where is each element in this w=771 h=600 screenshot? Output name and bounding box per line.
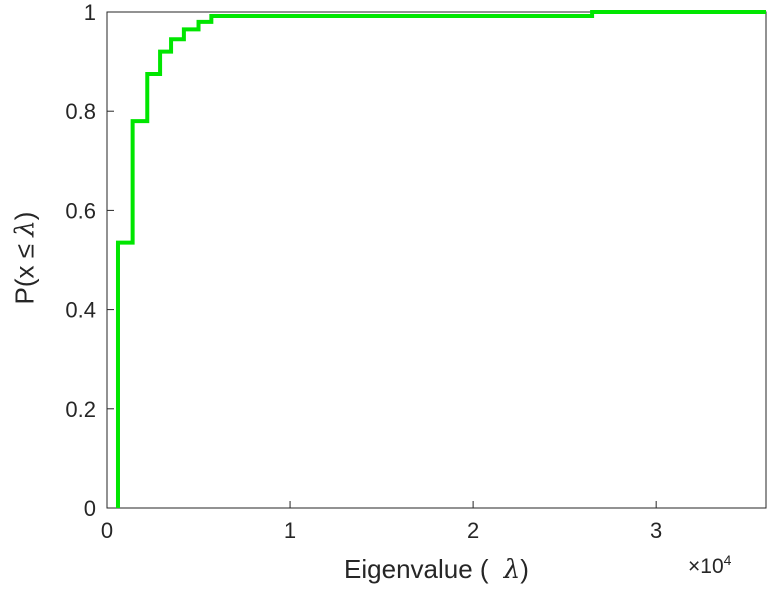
x-axis-label: Eigenvalue ( λ): [107, 554, 766, 585]
y-axis-label: P(x ≤ λ): [10, 212, 41, 305]
x-tick-label: 0: [101, 518, 113, 543]
y-tick-label: 0: [84, 496, 96, 521]
x-axis-exponent-label: ×104: [688, 552, 731, 579]
exponent-base: ×10: [688, 555, 724, 578]
plot-box: [106, 11, 767, 509]
y-axis-label-close: ): [9, 211, 40, 221]
y-tick-label: 0.8: [65, 99, 96, 124]
x-axis-label-close: ): [520, 554, 529, 584]
x-axis-label-text: Eigenvalue (: [344, 554, 496, 584]
x-tick-label: 1: [284, 518, 296, 543]
y-axis-label-text: P(x ≤: [9, 236, 40, 305]
lambda-symbol: λ: [503, 555, 521, 585]
x-tick-label: 2: [467, 518, 479, 543]
lambda-symbol: λ: [10, 220, 41, 237]
y-tick-label: 0.2: [65, 397, 96, 422]
y-tick-label: 0.4: [65, 298, 96, 323]
ecdf-line: [115, 10, 766, 508]
exponent-power: 4: [723, 552, 732, 568]
y-tick-label: 1: [84, 0, 96, 25]
x-tick-label: 3: [650, 518, 662, 543]
y-tick-label: 0.6: [65, 198, 96, 223]
